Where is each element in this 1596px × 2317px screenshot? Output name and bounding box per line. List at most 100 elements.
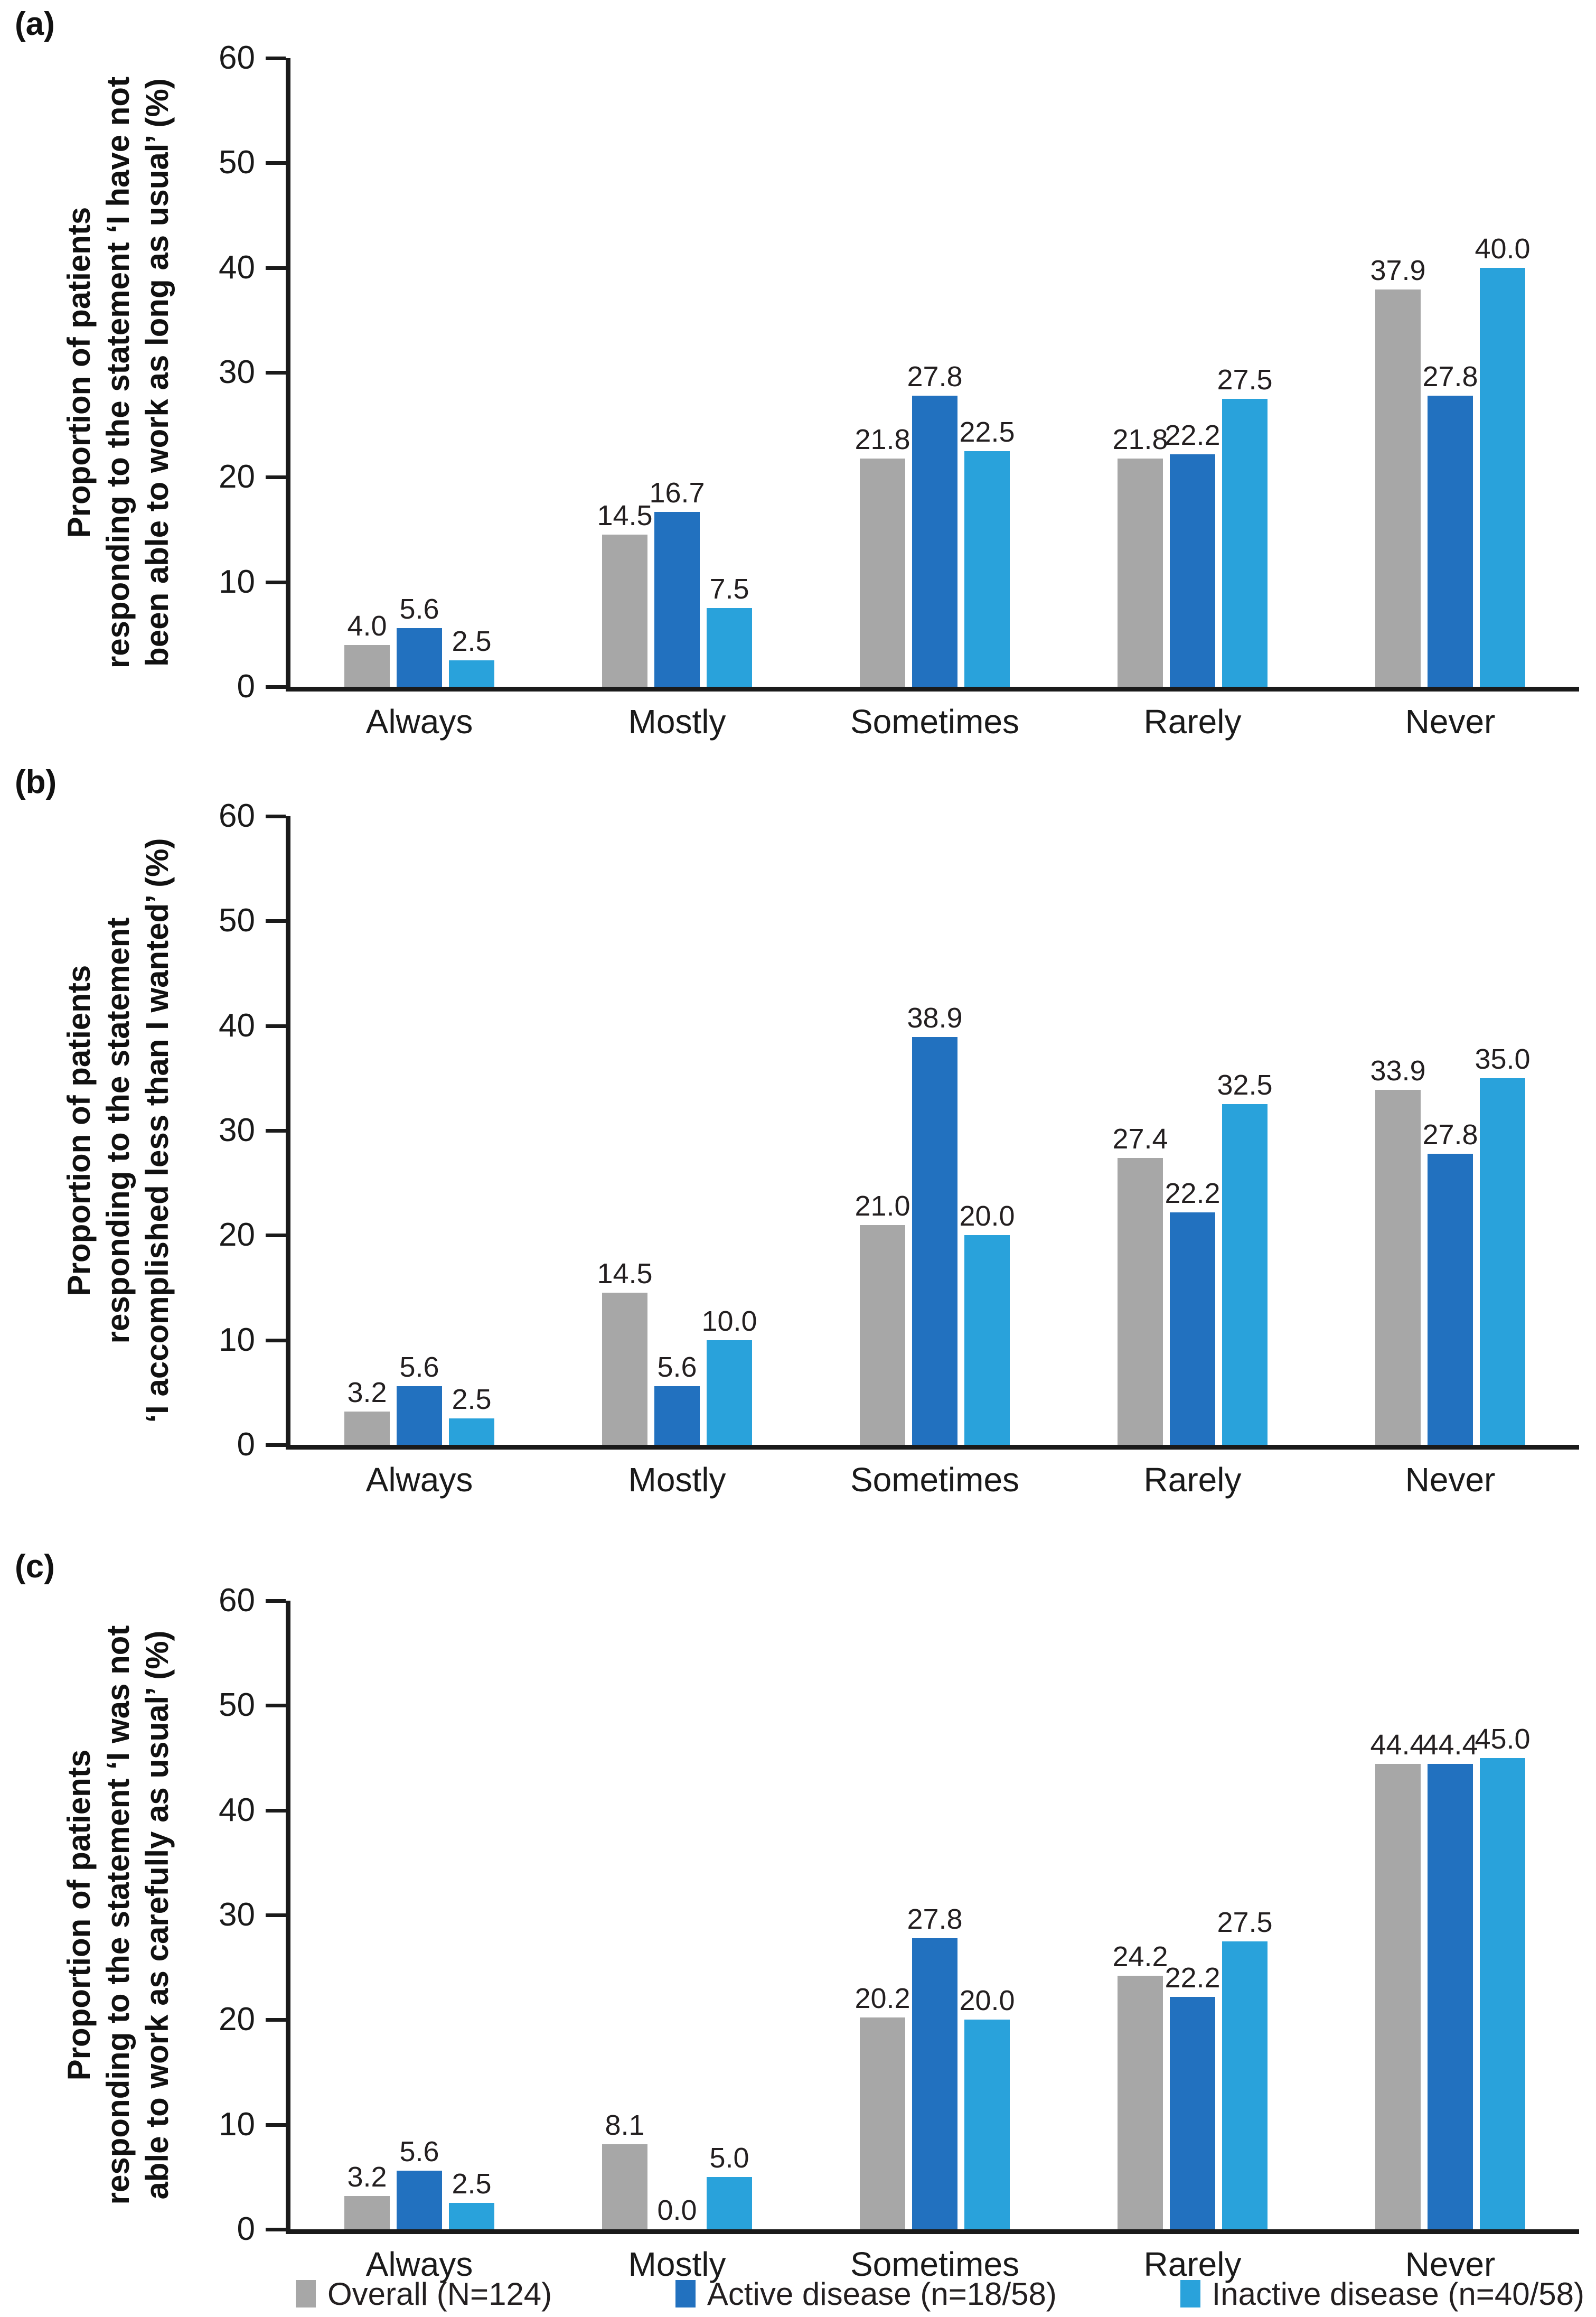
y-axis-title-text-c: Proportion of patients responding to the…: [57, 1601, 180, 2229]
x-category-label: Always: [365, 1461, 473, 1499]
bar: [707, 1340, 752, 1445]
bar-value-label: 5.6: [399, 2135, 439, 2167]
y-axis-title-line: Proportion of patients: [61, 1749, 97, 2081]
bar: [602, 1293, 647, 1445]
y-tick: [266, 1338, 286, 1342]
bar: [707, 608, 752, 687]
bar: [1428, 395, 1473, 687]
y-tick-label: 50: [219, 1687, 255, 1724]
y-tick: [266, 1704, 286, 1708]
bar-value-label: 45.0: [1475, 1723, 1531, 1755]
bar-value-label: 21.0: [855, 1190, 910, 1222]
bar: [1428, 1764, 1473, 2229]
y-tick: [266, 266, 286, 270]
y-tick: [266, 1129, 286, 1133]
y-axis-line: [286, 1601, 290, 2234]
y-axis-title-line: responding to the statement ‘I have not: [100, 76, 136, 669]
panel-b: (b) Proportion of patients responding to…: [0, 758, 1596, 1516]
bar-value-label: 27.8: [1422, 360, 1478, 393]
legend-swatch-overall: [296, 2280, 316, 2307]
y-axis-title-line: responding to the statement: [100, 917, 136, 1344]
x-category-label: Sometimes: [850, 1461, 1020, 1499]
bar-value-label: 4.0: [347, 610, 387, 642]
bar: [1118, 1157, 1163, 1445]
panel-a: (a) Proportion of patients responding to…: [0, 0, 1596, 758]
bar: [397, 628, 442, 687]
bar-value-label: 32.5: [1217, 1069, 1273, 1101]
bar: [964, 1235, 1010, 1445]
y-axis-title-text-a: Proportion of patients responding to the…: [57, 58, 180, 687]
bar-value-label: 14.5: [597, 1258, 653, 1290]
bar-value-label: 22.2: [1165, 1177, 1221, 1209]
y-tick: [266, 371, 286, 375]
y-axis-title-c: Proportion of patients responding to the…: [57, 1601, 180, 2229]
bar: [707, 2176, 752, 2229]
bar-value-label: 33.9: [1370, 1054, 1426, 1087]
bar: [912, 1938, 957, 2229]
bar: [1375, 1089, 1421, 1445]
y-tick: [266, 1599, 286, 1603]
legend-label-active-disease: Active disease (n=18/58): [707, 2276, 1057, 2312]
bar-value-label: 22.2: [1165, 1961, 1221, 1994]
legend: Overall (N=124) Active disease (n=18/58)…: [296, 2273, 1584, 2315]
bar: [860, 458, 905, 687]
bar: [1428, 1153, 1473, 1445]
bar-value-label: 27.4: [1112, 1123, 1168, 1155]
y-tick: [266, 475, 286, 480]
bar: [1222, 1941, 1268, 2229]
bar: [964, 2020, 1010, 2229]
legend-item-overall: Overall (N=124): [296, 2276, 552, 2312]
y-tick: [266, 57, 286, 60]
x-category-label: Always: [365, 703, 473, 741]
bar-value-label: 40.0: [1475, 232, 1531, 265]
bar-value-label: 5.6: [657, 1351, 697, 1383]
bar: [449, 1418, 494, 1445]
bar-value-label: 14.5: [597, 500, 653, 532]
bar-value-label: 20.0: [959, 1985, 1015, 2017]
bar-value-label: 22.5: [959, 416, 1015, 448]
bar: [1118, 1976, 1163, 2229]
legend-label-overall: Overall (N=124): [327, 2276, 552, 2312]
x-category-label: Sometimes: [850, 703, 1020, 741]
x-category-label: Sometimes: [850, 2245, 1020, 2283]
legend-swatch-inactive-disease: [1180, 2280, 1200, 2307]
bar: [1170, 1212, 1215, 1445]
bar: [1118, 458, 1163, 687]
bar: [654, 1386, 700, 1445]
bar: [912, 1037, 957, 1445]
y-tick: [266, 1913, 286, 1917]
bar-value-label: 20.2: [855, 1983, 910, 2015]
bar-value-label: 27.5: [1217, 363, 1273, 396]
plot-area-a: 0 10 20 30 40 50 60 Always 4.0 5.6 2.5 Mostly 14.5 16…: [219, 40, 1579, 741]
bar: [912, 395, 957, 687]
y-tick-label: 50: [219, 144, 255, 181]
y-tick-label: 10: [219, 563, 255, 600]
bar-value-label: 21.8: [1112, 423, 1168, 455]
y-tick-label: 30: [219, 1112, 255, 1148]
bar: [449, 2203, 494, 2229]
bar-value-label: 0.0: [657, 2194, 697, 2226]
panel-letter-a: (a): [15, 6, 55, 42]
y-tick: [266, 2123, 286, 2127]
y-tick-label: 50: [219, 902, 255, 939]
y-axis-title-line: Proportion of patients: [61, 207, 97, 538]
x-category-label: Never: [1405, 1461, 1496, 1499]
y-tick: [266, 2228, 286, 2231]
y-tick-label: 60: [219, 798, 255, 834]
bar: [1222, 398, 1268, 687]
bar: [397, 2170, 442, 2229]
y-tick-label: 40: [219, 249, 255, 286]
bar: [964, 451, 1010, 687]
bar-value-label: 35.0: [1475, 1043, 1531, 1075]
y-tick: [266, 685, 286, 689]
legend-label-inactive-disease: Inactive disease (n=40/58): [1212, 2276, 1584, 2312]
bar-value-label: 27.8: [907, 360, 963, 393]
bar: [860, 1225, 905, 1445]
y-tick-label: 20: [219, 1217, 255, 1254]
bar: [344, 2195, 390, 2229]
panel-letter-c: (c): [15, 1548, 55, 1585]
bar-value-label: 5.0: [709, 2142, 749, 2174]
bar-value-label: 8.1: [605, 2109, 645, 2142]
bar: [449, 660, 494, 687]
